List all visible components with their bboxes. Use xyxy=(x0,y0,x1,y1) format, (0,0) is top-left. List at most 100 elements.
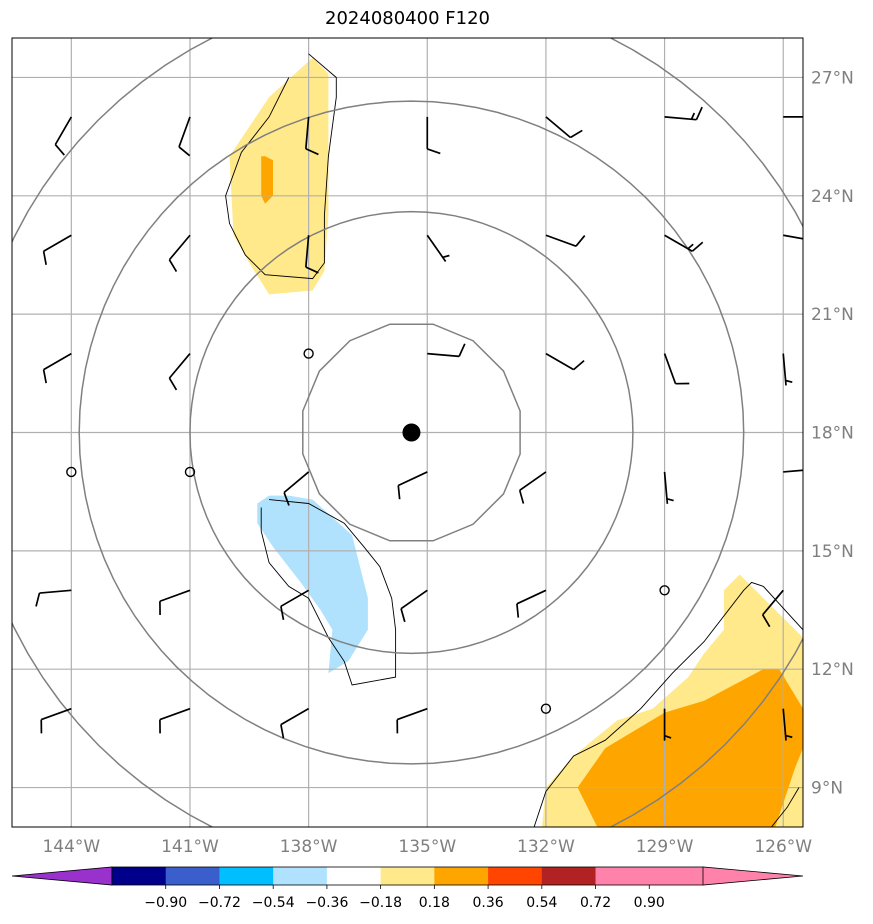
wind-barb xyxy=(783,116,803,118)
latitude-label: 24°N xyxy=(811,187,854,207)
colorbar-label: −0.54 xyxy=(252,895,295,911)
latitude-label: 9°N xyxy=(811,779,843,799)
latitude-labels: 9°N 12°N 15°N 18°N 21°N 24°N 27°N xyxy=(811,68,854,798)
colorbar-label: −0.36 xyxy=(305,895,348,911)
longitude-label: 135°W xyxy=(398,837,456,857)
latitude-label: 15°N xyxy=(811,542,854,562)
colorbar-segment xyxy=(219,867,274,885)
calm-wind-circle xyxy=(303,348,314,359)
wind-barb xyxy=(280,589,310,620)
longitude-label: 126°W xyxy=(754,837,812,857)
colorbar-segment xyxy=(488,867,543,885)
wind-barb xyxy=(168,353,191,391)
calm-wind-circle xyxy=(66,466,77,478)
range-ring xyxy=(12,38,803,827)
map-title: 2024080400 F120 xyxy=(325,8,490,29)
shaded-region xyxy=(257,495,368,674)
colorbar-extend-high xyxy=(702,866,804,886)
colorbar-label: 0.90 xyxy=(634,895,665,911)
colorbar-segment xyxy=(434,867,489,885)
wind-barb xyxy=(426,234,450,262)
colorbar-label: −0.18 xyxy=(359,895,402,911)
wind-barb xyxy=(426,116,441,155)
wind-barb xyxy=(396,707,428,734)
wind-barb xyxy=(664,106,703,121)
wind-barb xyxy=(304,235,319,274)
longitude-label: 141°W xyxy=(161,837,219,857)
latitude-label: 18°N xyxy=(811,424,854,444)
colorbar-label: 0.54 xyxy=(526,895,557,911)
colorbar-segment xyxy=(112,867,167,885)
latitude-label: 12°N xyxy=(811,660,854,680)
wind-barb xyxy=(545,352,585,371)
contour-line xyxy=(533,581,803,827)
colorbar-segment xyxy=(649,867,704,885)
colorbar-segment xyxy=(326,867,382,885)
contour-line xyxy=(260,499,397,686)
wind-barb xyxy=(159,589,191,616)
shaded-regions xyxy=(229,57,803,827)
colorbar-segment xyxy=(595,867,650,885)
wind-barb xyxy=(516,589,547,618)
wind-barb xyxy=(54,116,73,156)
range-ring xyxy=(78,100,745,765)
wind-barb xyxy=(304,116,319,156)
longitude-label: 129°W xyxy=(636,837,694,857)
wind-barb xyxy=(545,116,583,139)
calm-wind-circle xyxy=(184,466,196,478)
colorbar-label: 0.72 xyxy=(580,895,611,911)
colorbar-segment xyxy=(380,867,435,885)
longitude-label: 144°W xyxy=(42,837,100,857)
shaded-region xyxy=(261,156,273,204)
range-rings xyxy=(12,38,803,827)
calm-wind-circle xyxy=(659,585,670,596)
wind-barb xyxy=(782,353,793,386)
wind-barb xyxy=(283,471,310,506)
latitude-label: 27°N xyxy=(811,68,854,88)
wind-barb xyxy=(783,469,803,473)
wind-barb xyxy=(178,116,191,157)
latitude-label: 21°N xyxy=(811,305,854,325)
range-ring xyxy=(189,210,634,655)
wind-barb xyxy=(400,589,428,623)
colorbar-label: −0.90 xyxy=(144,895,187,911)
wind-barb xyxy=(168,234,191,273)
wind-barb xyxy=(42,234,72,265)
colorbar-segment xyxy=(165,867,220,885)
calm-wind-circle xyxy=(540,703,552,714)
lat-lon-grid xyxy=(12,38,803,827)
range-ring xyxy=(302,323,521,542)
wind-barb xyxy=(280,707,310,739)
wind-barb xyxy=(663,708,672,741)
wind-barb xyxy=(782,708,793,741)
wind-barb xyxy=(40,707,72,734)
contour-line xyxy=(771,787,800,827)
wind-barb xyxy=(159,707,191,734)
wind-barb xyxy=(663,471,674,504)
longitude-label: 138°W xyxy=(280,837,338,857)
colorbar-extend-low xyxy=(11,866,113,886)
colorbar-label: 0.18 xyxy=(419,895,450,911)
storm-center-marker xyxy=(402,423,421,442)
wind-barbs xyxy=(35,106,803,827)
wind-barb xyxy=(783,234,803,240)
wind-barb xyxy=(761,589,784,628)
colorbar-segment xyxy=(541,867,597,885)
wind-barb xyxy=(427,343,466,358)
colorbar-label: −0.72 xyxy=(198,895,241,911)
wind-barb xyxy=(663,353,690,385)
colorbar: −0.90 −0.72 −0.54 −0.36 −0.18 0.18 0.36 0.54 0.7… xyxy=(11,866,804,911)
wind-barb xyxy=(397,471,428,500)
contour-outlines xyxy=(225,53,803,827)
wind-barb xyxy=(545,234,586,247)
shaded-region xyxy=(229,57,329,295)
contour-line xyxy=(225,53,337,280)
longitude-labels: 144°W 141°W 138°W 135°W 132°W 129°W 126°W xyxy=(42,837,812,857)
wind-barb xyxy=(664,234,704,252)
wind-barb xyxy=(42,352,72,384)
longitude-label: 132°W xyxy=(517,837,575,857)
map-frame xyxy=(11,37,804,828)
wind-barb xyxy=(35,589,72,607)
wind-barb xyxy=(518,471,547,504)
